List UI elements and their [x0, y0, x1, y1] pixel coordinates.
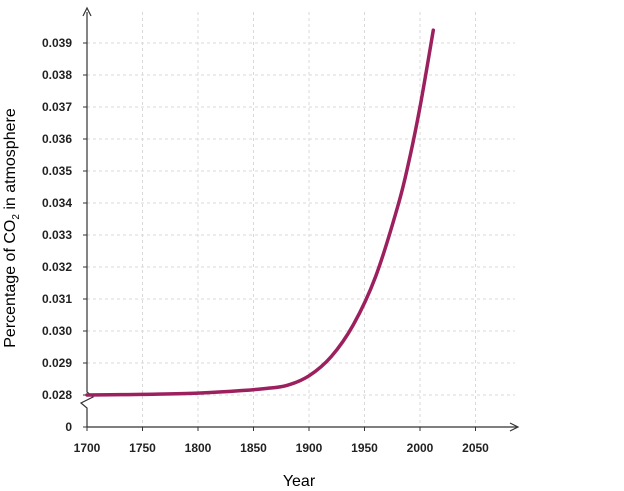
y-axis-label-subscript: 2 — [11, 214, 22, 220]
x-tick-label: 2050 — [462, 441, 489, 455]
y-tick-label: 0.029 — [42, 356, 72, 370]
x-tick-label: 1700 — [74, 441, 101, 455]
x-axis-label: Year — [283, 473, 316, 490]
y-tick-label: 0.033 — [42, 228, 72, 242]
y-axis-label-suffix: in atmosphere — [2, 108, 19, 214]
data-series — [85, 28, 436, 397]
y-tick-label: 0.038 — [42, 68, 72, 82]
y-tick-label: 0.035 — [42, 164, 72, 178]
y-tick-label: 0.034 — [42, 196, 72, 210]
y-tick-label: 0.037 — [42, 100, 72, 114]
y-axis-arrow — [82, 6, 92, 17]
y-axis-label: Percentage of CO2 in atmosphere — [2, 108, 22, 348]
y-axis-line — [79, 12, 95, 427]
x-tick-labels: 1700 1750 1800 1850 1900 1950 2000 2050 — [74, 441, 490, 455]
x-tick-label: 1950 — [351, 441, 378, 455]
y-tick-label: 0.030 — [42, 324, 72, 338]
y-tick-label: 0.031 — [42, 292, 72, 306]
y-tick-labels: 0.028 0.029 0.030 0.031 0.032 0.033 0.034 0.035… — [42, 36, 72, 434]
y-tick-label: 0.032 — [42, 260, 72, 274]
y-tick-label: 0.036 — [42, 132, 72, 146]
y-tick-label-zero: 0 — [65, 420, 72, 434]
x-tick-label: 2000 — [407, 441, 434, 455]
gridlines — [87, 12, 515, 427]
x-tick-label: 1750 — [129, 441, 156, 455]
x-tick-label: 1900 — [296, 441, 323, 455]
co2-series-line — [85, 28, 436, 397]
x-axis-arrow — [509, 422, 520, 432]
x-tick-label: 1850 — [240, 441, 267, 455]
axes — [79, 6, 520, 432]
x-tick-label: 1800 — [185, 441, 212, 455]
y-tick-label: 0.039 — [42, 36, 72, 50]
y-tick-label: 0.028 — [42, 388, 72, 402]
y-axis-label-prefix: Percentage of CO — [2, 220, 19, 348]
